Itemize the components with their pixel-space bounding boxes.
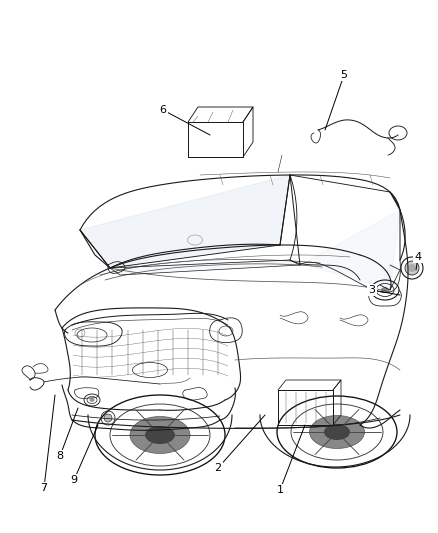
Text: 9: 9 — [71, 475, 78, 485]
Text: 8: 8 — [57, 451, 64, 461]
Text: 4: 4 — [414, 252, 421, 262]
Polygon shape — [290, 210, 400, 290]
Polygon shape — [110, 260, 300, 275]
Ellipse shape — [89, 398, 95, 402]
Ellipse shape — [310, 416, 364, 448]
Polygon shape — [380, 265, 400, 285]
Ellipse shape — [130, 416, 190, 454]
Ellipse shape — [408, 264, 416, 272]
Ellipse shape — [104, 414, 112, 422]
Polygon shape — [80, 175, 290, 268]
Ellipse shape — [145, 426, 175, 444]
Ellipse shape — [324, 424, 350, 440]
Ellipse shape — [405, 261, 419, 275]
Text: 5: 5 — [340, 70, 347, 80]
Text: 7: 7 — [40, 483, 48, 493]
Text: 1: 1 — [276, 485, 283, 495]
Text: 3: 3 — [368, 285, 375, 295]
Text: 2: 2 — [215, 463, 222, 473]
Ellipse shape — [381, 287, 389, 293]
Text: 6: 6 — [159, 105, 166, 115]
